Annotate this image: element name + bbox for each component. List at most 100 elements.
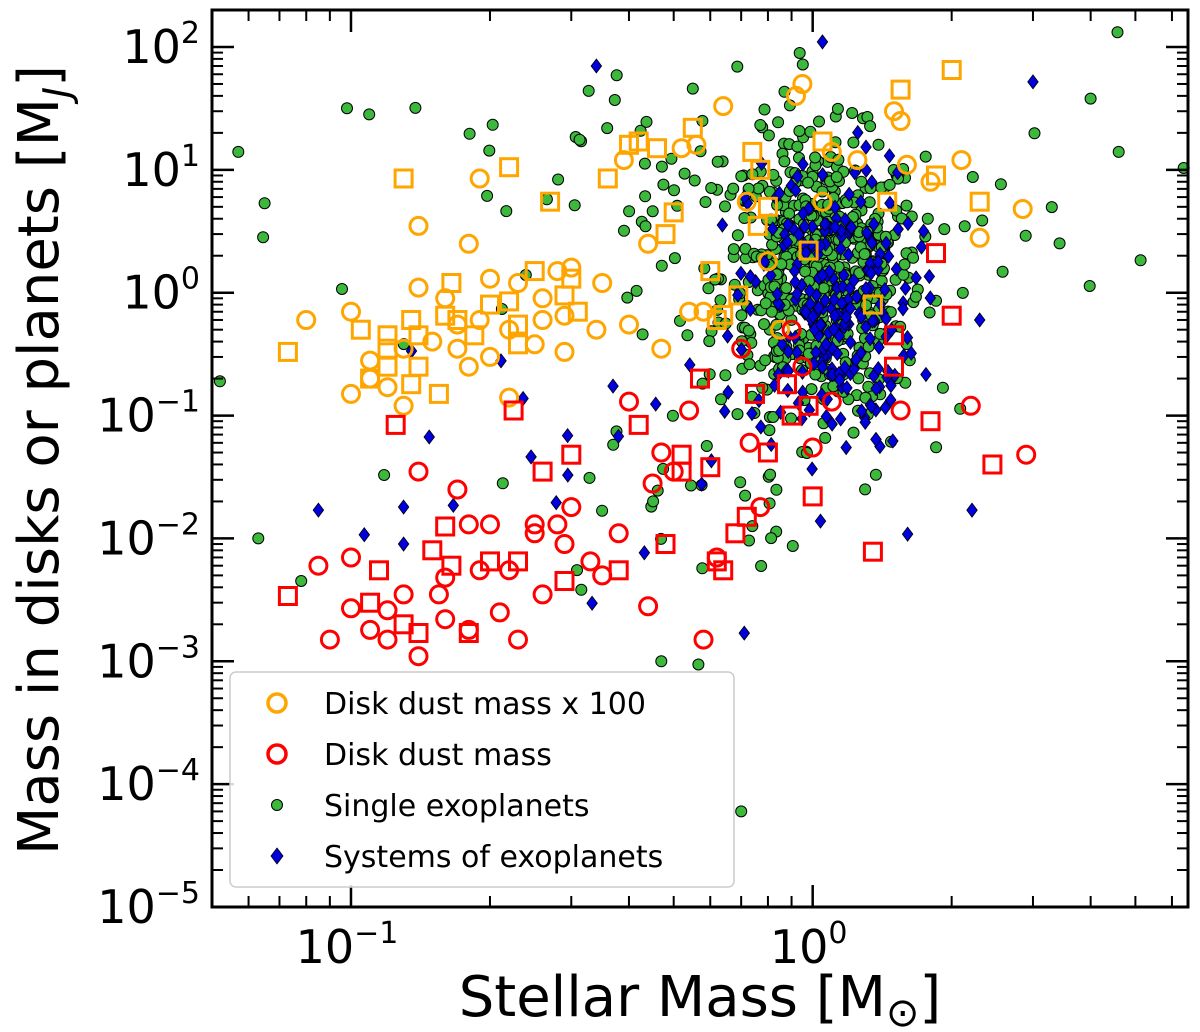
disk-dust-square-point <box>628 414 649 435</box>
single-exoplanet-point <box>847 426 860 439</box>
disk-dust-x100-square-point <box>890 79 911 100</box>
single-exoplanet-point <box>666 409 679 422</box>
disk-dust-square-point <box>700 457 721 478</box>
single-exoplanet-point <box>257 231 270 244</box>
single-exoplanet-point <box>630 284 643 297</box>
disk-dust-x100-square-point <box>428 383 449 404</box>
single-exoplanet-point <box>719 200 731 213</box>
disk-dust-square-point <box>713 560 734 581</box>
single-exoplanet-point <box>640 115 653 128</box>
single-exoplanet-point <box>735 170 748 183</box>
disk-dust-circle-point <box>619 391 639 412</box>
disk-dust-square-point <box>920 411 941 432</box>
system-exoplanet-point <box>899 280 912 296</box>
system-exoplanet-point <box>845 219 858 235</box>
system-exoplanet-point <box>732 287 744 303</box>
system-exoplanet-point <box>840 439 852 456</box>
single-exoplanet-point <box>809 151 822 164</box>
disk-dust-circle-point <box>554 534 575 554</box>
single-exoplanet-point <box>213 375 226 388</box>
system-exoplanet-point <box>738 625 751 641</box>
system-exoplanet-point <box>973 312 986 328</box>
disk-dust-x100-circle-point <box>458 233 479 254</box>
single-exoplanet-point <box>852 372 865 385</box>
system-exoplanet-point <box>865 265 877 281</box>
single-exoplanet-point <box>976 214 989 227</box>
system-exoplanet-point <box>586 595 598 611</box>
disk-dust-x100-square-point <box>408 325 429 346</box>
disk-dust-square-point <box>532 461 553 482</box>
system-exoplanet-point <box>561 427 574 444</box>
legend-marker-open-circle <box>266 692 288 714</box>
disk-dust-x100-square-point <box>941 60 962 80</box>
disk-dust-circle-point <box>393 584 414 605</box>
system-exoplanet-point <box>312 502 325 518</box>
legend-label: Disk dust mass <box>324 738 552 773</box>
disk-dust-x100-circle-point <box>469 168 490 189</box>
disk-dust-x100-square-point <box>747 215 768 236</box>
single-exoplanet-point <box>336 283 348 295</box>
legend-box <box>229 671 735 888</box>
system-exoplanet-point <box>839 212 851 228</box>
single-exoplanet-point <box>1045 201 1058 214</box>
system-exoplanet-point <box>855 194 867 210</box>
system-exoplanet-point <box>833 328 846 344</box>
single-exoplanet-point <box>646 205 659 218</box>
system-exoplanet-point <box>917 223 930 239</box>
system-exoplanet-point <box>835 295 848 311</box>
single-exoplanet-point <box>655 259 668 272</box>
disk-dust-x100-square-point <box>682 117 703 138</box>
system-exoplanet-point <box>860 319 872 335</box>
single-exoplanet-point <box>363 108 376 121</box>
disk-dust-square-point <box>802 486 823 507</box>
single-exoplanet-point <box>758 103 771 116</box>
single-exoplanet-point <box>668 184 680 197</box>
single-exoplanet-point <box>692 658 705 671</box>
system-exoplanet-point <box>816 267 829 283</box>
system-exoplanet-point <box>820 408 833 425</box>
system-exoplanet-point <box>841 380 853 396</box>
disk-dust-x100-circle-point <box>524 334 545 355</box>
single-exoplanet-point <box>735 309 748 322</box>
single-exoplanet-point <box>762 129 775 142</box>
disk-dust-circle-point <box>821 391 842 412</box>
disk-dust-x100-square-point <box>655 224 676 245</box>
single-exoplanet-point <box>696 562 709 575</box>
single-exoplanet-point <box>685 479 697 492</box>
disk-dust-x100-circle-point <box>469 310 490 330</box>
legend-marker-filled-circle <box>271 799 283 811</box>
single-exoplanet-point <box>759 297 772 310</box>
system-exoplanet-point <box>807 308 819 324</box>
system-exoplanet-point <box>842 247 855 263</box>
system-exoplanet-point <box>397 536 410 552</box>
single-exoplanet-point <box>636 328 649 341</box>
disk-dust-x100-square-point <box>663 202 684 223</box>
system-exoplanet-point <box>781 382 794 399</box>
system-exoplanet-point <box>722 384 734 400</box>
system-exoplanet-point <box>915 239 928 255</box>
single-exoplanet-point <box>758 318 770 331</box>
disk-dust-square-point <box>736 506 757 527</box>
disk-dust-square-point <box>655 534 676 554</box>
disk-dust-x100-circle-point <box>408 277 429 298</box>
disk-dust-x100-circle-point <box>812 191 833 212</box>
single-exoplanet-point <box>486 118 499 131</box>
single-exoplanet-point <box>1053 237 1066 250</box>
single-exoplanet-point <box>610 69 623 82</box>
single-exoplanet-point <box>921 212 934 225</box>
single-exoplanet-point <box>596 504 609 517</box>
single-exoplanet-point <box>743 358 756 371</box>
system-exoplanet-point <box>684 357 696 373</box>
disk-dust-circle-point <box>638 596 659 617</box>
single-exoplanet-point <box>813 115 825 128</box>
system-exoplanet-point <box>861 225 873 241</box>
disk-dust-x100-circle-point <box>757 251 778 272</box>
system-exoplanet-point <box>718 403 731 420</box>
disk-dust-x100-square-point <box>499 291 520 312</box>
disk-dust-square-point <box>554 571 575 591</box>
disk-dust-x100-square-point <box>377 325 398 346</box>
single-exoplanet-point <box>496 477 509 490</box>
single-exoplanet-point <box>621 291 634 304</box>
disk-dust-circle-point <box>524 523 545 544</box>
disk-dust-square-point <box>435 516 456 537</box>
